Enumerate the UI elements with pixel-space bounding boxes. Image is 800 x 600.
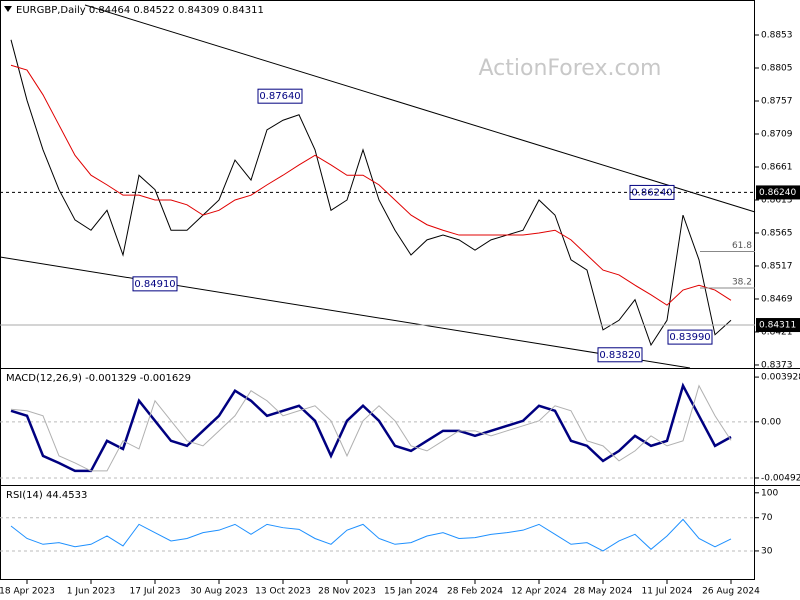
x-tick-label: 1 Jun 2023 (67, 587, 115, 597)
y-tick-label: -0.004929 (761, 473, 800, 483)
y-tick-label: 0.8709 (761, 129, 793, 139)
fib-label: 38.2 (732, 278, 752, 288)
x-tick-label: 13 Oct 2023 (255, 587, 311, 597)
x-tick-label: 30 Aug 2023 (190, 587, 248, 597)
series-line (10, 518, 732, 552)
y-tick-label: 0.8373 (761, 360, 793, 370)
level-box (756, 318, 800, 333)
y-tick-label: 0.8469 (761, 294, 793, 304)
x-tick-label: 12 Apr 2024 (511, 587, 567, 597)
y-tick-label: 0.8565 (761, 228, 793, 238)
y-tick-label: 0.8853 (761, 30, 793, 40)
x-tick-label: 18 Apr 2023 (0, 587, 55, 597)
series-line (10, 384, 732, 472)
y-tick-label: 0.8661 (761, 162, 793, 172)
channel-lower (0, 256, 691, 369)
x-tick-label: 28 May 2024 (574, 587, 633, 597)
y-tick-label: 100 (761, 488, 778, 498)
x-tick-label: 28 Feb 2024 (447, 587, 503, 597)
y-tick-label: 0.8613 (761, 195, 793, 205)
fib-label: 61.8 (732, 241, 752, 251)
y-tick-label: 70 (761, 513, 773, 523)
rsi-title: RSI(14) 44.4533 (6, 490, 87, 501)
y-tick-label: 0.8421 (761, 327, 793, 337)
symbol-marker (4, 6, 12, 12)
price-label: 0.84910 (134, 279, 175, 290)
x-tick-label: 15 Jan 2024 (384, 587, 438, 597)
y-tick-label: 30 (761, 546, 773, 556)
y-tick-label: 0.8757 (761, 96, 793, 106)
level-label: 0.86240 (759, 188, 796, 198)
y-tick-label: 0.003928 (761, 373, 800, 383)
x-tick-label: 26 Aug 2024 (702, 587, 760, 597)
macd-title: MACD(12,26,9) -0.001329 -0.001629 (6, 373, 191, 384)
price-label: 0.86240 (631, 187, 672, 198)
price-label-box (597, 347, 643, 363)
y-tick-label: 0.8805 (761, 63, 793, 73)
channel-upper (84, 4, 756, 213)
price-label: 0.87640 (259, 91, 300, 102)
price-label-box (667, 329, 713, 345)
chart-title: EURGBP,Daily 0.84464 0.84522 0.84309 0.8… (16, 5, 264, 16)
x-tick-label: 17 Jul 2023 (130, 587, 181, 597)
price-label: 0.83820 (599, 350, 640, 361)
x-tick-label: 11 Jul 2024 (642, 587, 693, 597)
watermark: ActionForex.com (479, 56, 662, 81)
y-tick-label: 0.00 (761, 417, 781, 427)
price-label: 0.83990 (669, 332, 710, 343)
price-label-box (132, 276, 178, 292)
level-box (756, 185, 800, 200)
series-line (10, 64, 732, 306)
frame (0, 0, 755, 580)
y-tick-label: 0.8517 (761, 261, 793, 271)
price-label-box (257, 88, 303, 104)
level-label: 0.84311 (759, 321, 796, 331)
x-tick-label: 28 Nov 2023 (318, 587, 376, 597)
